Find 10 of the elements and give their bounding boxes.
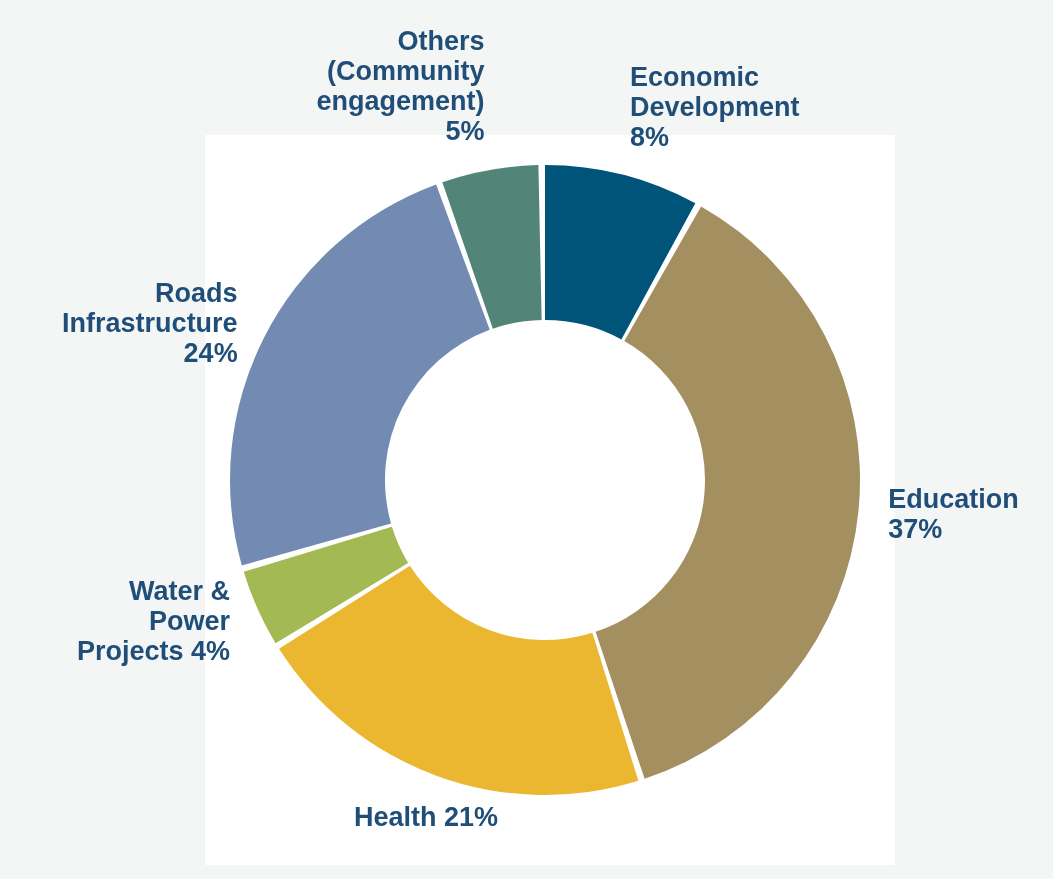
data-label: 5% [445,116,485,147]
slice-label: Health 21% [353,801,499,832]
slice-label: Education [888,483,1019,514]
slice-label: Others (Community engagement) [316,26,485,117]
slice-label: Roads Infrastructure [62,278,238,339]
slice-label: Economic Development [629,61,800,122]
data-label: 37% [888,513,943,544]
data-label: 24% [183,338,238,369]
slice-label: Water & Power Projects 4% [76,575,231,666]
data-label: 8% [629,121,669,152]
